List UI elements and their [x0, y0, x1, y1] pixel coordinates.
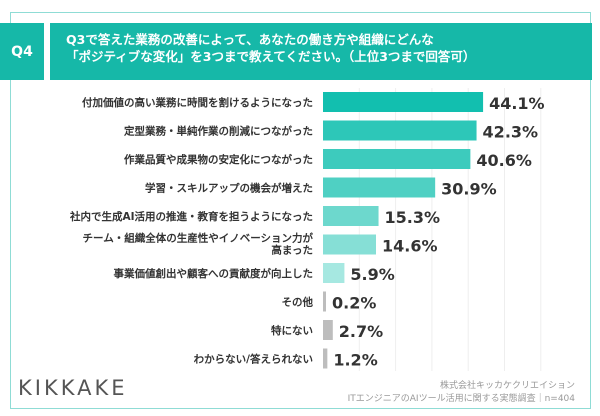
value-label: 30.9% — [441, 180, 497, 199]
question-number: Q4 — [0, 23, 44, 80]
bar — [323, 320, 333, 340]
value-label: 14.6% — [382, 237, 438, 256]
bar — [323, 263, 345, 283]
value-label: 0.2% — [332, 294, 376, 313]
category-label: 学習・スキルアップの機会が増えた — [145, 182, 313, 195]
value-label: 15.3% — [385, 208, 441, 227]
category-label: わからない/答えられない — [194, 353, 313, 366]
value-label: 42.3% — [483, 123, 539, 142]
category-label: 社内で生成AI活用の推進・教育を担うようになった — [69, 210, 313, 223]
category-label: その他 — [282, 296, 314, 309]
title-line-1: Q3で答えた業務の改善によって、あなたの働き方や組織にどんな — [66, 32, 434, 47]
value-label: 40.6% — [476, 151, 532, 170]
bar — [323, 177, 436, 198]
source-note: 株式会社キッカケクリエイション ITエンジニアのAIツール活用に関する実態調査｜… — [348, 380, 575, 406]
title-line-2: 「ポジティブな変化」を3つまで教えてください。（上位3つまで回答可） — [66, 49, 476, 64]
value-label: 1.2% — [333, 351, 377, 370]
bar — [323, 348, 328, 369]
value-label: 2.7% — [339, 322, 383, 341]
category-label: 特にない — [271, 324, 313, 337]
source-survey: ITエンジニアのAIツール活用に関する実態調査｜n=404 — [347, 394, 575, 404]
bar — [323, 234, 376, 255]
value-label: 44.1% — [489, 94, 545, 113]
bar — [323, 206, 379, 226]
category-label: チーム・組織全体の生産性やイノベーション力が高まった — [83, 232, 314, 257]
bar — [323, 149, 471, 169]
value-label: 5.9% — [350, 265, 394, 284]
category-label: 作業品質や成果物の安定化につながった — [124, 153, 313, 166]
category-label: 付加価値の高い業務に時間を割けるようになった — [82, 96, 313, 109]
category-label: 定型業務・単純作業の削減につながった — [123, 125, 313, 138]
question-title: Q3で答えた業務の改善によって、あなたの働き方や組織にどんな 「ポジティブな変化… — [50, 23, 592, 80]
bar — [323, 92, 484, 112]
kikkake-logo: KIKKAKE — [18, 376, 128, 400]
chart-frame — [10, 12, 591, 409]
category-label: 事業価値創出や顧客への貢献度が向上した — [114, 267, 314, 280]
bar — [323, 291, 326, 312]
source-company: 株式会社キッカケクリエイション — [439, 381, 575, 391]
bar — [323, 120, 477, 141]
